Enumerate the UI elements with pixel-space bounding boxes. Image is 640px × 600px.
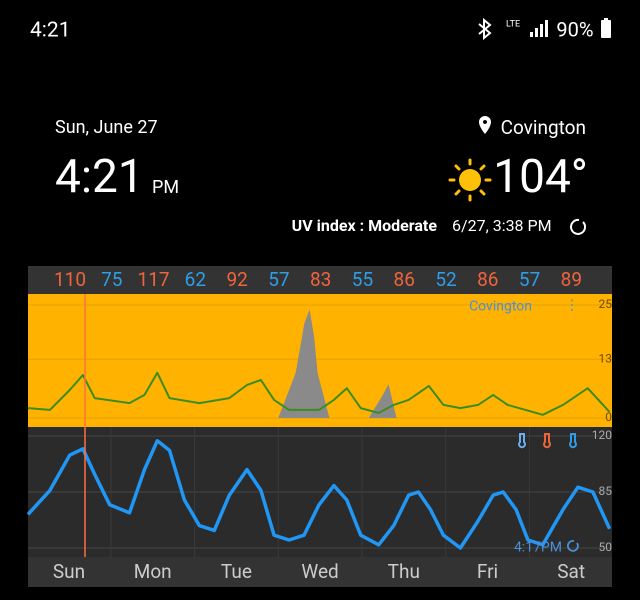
updated-time: 6/27, 3:38 PM	[452, 216, 552, 235]
ampm: PM	[152, 177, 179, 198]
day-label: Mon	[134, 560, 172, 583]
forecast-chart: 0 13 25 50 85 120 Sun Mon Tue Wed Thu Fri Sat 110 75 11…	[26, 268, 613, 583]
location-pin	[479, 116, 491, 134]
temperature-series	[26, 439, 612, 550]
y-tick-label: 0	[605, 410, 612, 424]
precip-series	[278, 309, 397, 418]
y-tick-label: 13	[599, 351, 613, 365]
days-row-bg	[28, 557, 612, 587]
cursor-refresh[interactable]	[567, 540, 579, 552]
date: Sun, June 27	[55, 117, 158, 138]
forecast-temp: 75	[101, 268, 122, 291]
day-label: Sat	[557, 560, 585, 583]
current-temperature: 104°	[493, 150, 588, 204]
y-tick-label: 120	[592, 428, 612, 442]
day-label: Fri	[477, 560, 498, 583]
forecast-temp: 62	[185, 268, 206, 291]
forecast-temp: 92	[226, 268, 247, 291]
forecast-temp: 57	[268, 268, 289, 291]
menu-icon[interactable]: ⋮	[565, 298, 579, 314]
y-tick-label: 50	[599, 540, 613, 554]
y-tick-label: 85	[599, 484, 613, 498]
battery-icon	[601, 18, 611, 38]
chart-location: Covington	[469, 299, 532, 315]
battery-percent: 90%	[556, 17, 593, 41]
forecast-temp: 52	[435, 268, 456, 291]
forecast-temp: 86	[477, 268, 498, 291]
wind-series	[27, 371, 611, 416]
status-time: 4:21	[30, 19, 71, 43]
refresh-icon[interactable]	[570, 218, 586, 235]
thermometer-icons	[518, 433, 577, 449]
forecast-temp: 117	[138, 268, 170, 291]
temps-row-bg	[28, 266, 612, 294]
signal-icon	[530, 20, 548, 37]
bluetooth-icon	[478, 17, 492, 41]
network-type: LTE	[506, 19, 520, 29]
clock: 4:21	[55, 150, 144, 204]
forecast-temp: 86	[394, 268, 415, 291]
cursor-time: 4:17PM	[514, 540, 562, 556]
forecast-temp: 57	[519, 268, 540, 291]
day-label: Thu	[388, 560, 420, 583]
forecast-temp: 55	[352, 268, 373, 291]
forecast-temp: 89	[561, 268, 582, 291]
day-label: Wed	[301, 560, 338, 583]
day-label: Tue	[221, 560, 252, 583]
forecast-temp: 110	[54, 268, 86, 291]
sun-icon	[448, 158, 492, 202]
day-label: Sun	[53, 560, 85, 583]
uv-index: UV index : Moderate	[292, 216, 438, 235]
location[interactable]: Covington	[501, 116, 586, 139]
y-tick-label: 25	[599, 297, 613, 311]
forecast-temp: 83	[310, 268, 331, 291]
